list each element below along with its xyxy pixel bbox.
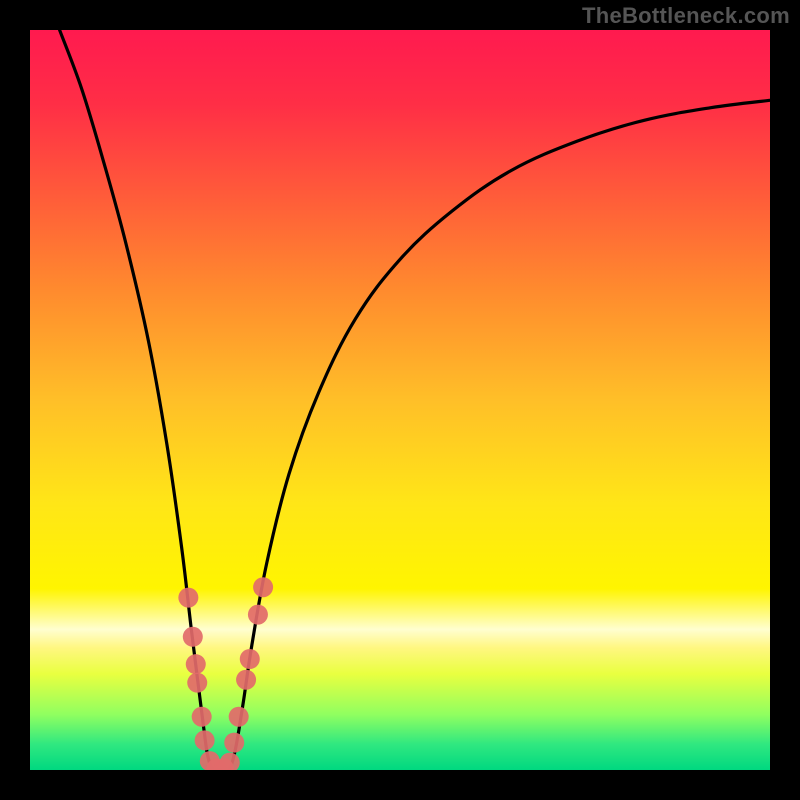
marker-point [187,673,207,693]
marker-point [220,753,240,773]
marker-point [229,707,249,727]
marker-point [240,649,260,669]
marker-point [248,605,268,625]
chart-stage: TheBottleneck.com [0,0,800,800]
marker-point [186,654,206,674]
marker-point [236,670,256,690]
marker-point [253,577,273,597]
marker-point [195,730,215,750]
marker-point [192,707,212,727]
chart-svg [0,0,800,800]
marker-point [178,588,198,608]
marker-point [224,733,244,753]
plot-background [30,30,770,770]
marker-point [183,627,203,647]
